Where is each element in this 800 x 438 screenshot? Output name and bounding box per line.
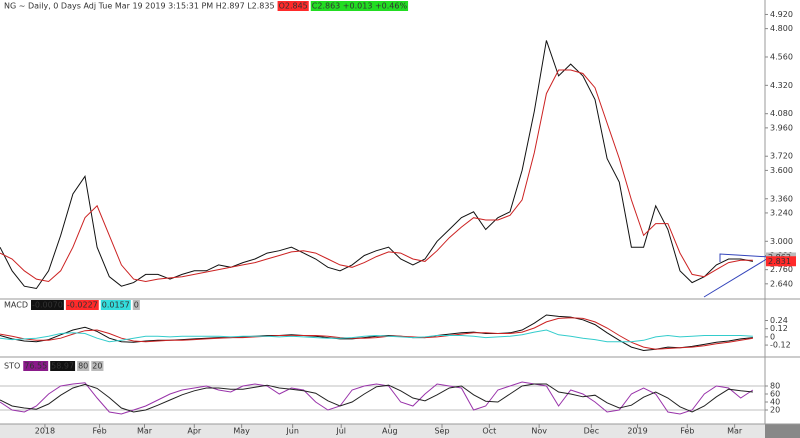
- header-label: 0: [134, 301, 139, 310]
- header-label: NG ~ Daily, 0 Days Adj Tue Mar 19 2019 3…: [4, 2, 275, 11]
- x-tick-label: Dec: [584, 427, 599, 436]
- last-value-box: [766, 256, 796, 267]
- y-tick-label: 4.560: [770, 52, 793, 61]
- series-line: [0, 381, 754, 415]
- header-box: [3, 361, 22, 371]
- header-label: 20: [92, 362, 102, 371]
- header-label: -0.0227: [67, 301, 98, 310]
- header-box: [277, 1, 309, 11]
- y-tick-label: 4.320: [770, 81, 793, 90]
- y-tick-label: -0.12: [770, 341, 791, 350]
- y-tick-label: 40: [770, 398, 780, 407]
- x-tick-label: Jul: [335, 427, 346, 436]
- y-tick-label: 4.080: [770, 109, 793, 118]
- y-tick-label: 3.600: [770, 166, 793, 175]
- y-tick-label: 4.800: [770, 24, 793, 33]
- y-tick-label: 60: [770, 390, 780, 399]
- header-box: [91, 361, 104, 371]
- header-box: [23, 361, 49, 371]
- header-label: -0.0070: [32, 301, 63, 310]
- trend-lines: [703, 253, 772, 298]
- y-tick-label: 20: [770, 406, 780, 415]
- x-axis-band: [0, 424, 800, 438]
- series-line: [0, 314, 753, 352]
- x-tick-label: 2018: [35, 427, 55, 436]
- y-tick-label: 2.760: [770, 265, 793, 274]
- y-tick-label: 3.960: [770, 123, 793, 132]
- y-tick-label: 0: [770, 332, 775, 341]
- header-label: 76.55: [24, 362, 47, 371]
- header-box: [65, 300, 99, 310]
- header-label: STO: [4, 362, 20, 371]
- series-line: [0, 69, 753, 283]
- header-box: [50, 361, 76, 371]
- series-line: [0, 383, 753, 413]
- series-line: [0, 329, 753, 343]
- y-tick-label: 3.720: [770, 152, 793, 161]
- header-label: MACD: [4, 301, 28, 310]
- header-label: C2.863 +0.013 +0.46%: [312, 2, 408, 11]
- header-box: [3, 1, 276, 11]
- header-label: 80: [78, 362, 88, 371]
- x-tick-label: Sep: [434, 427, 449, 436]
- header-box: [3, 300, 29, 310]
- y-tick-label: 2.640: [770, 279, 793, 288]
- x-tick-label: Nov: [531, 427, 547, 436]
- x-tick-label: Aug: [382, 427, 398, 436]
- x-tick-label: Apr: [187, 427, 202, 436]
- last-value-label: 2.831: [768, 257, 791, 266]
- y-tick-label: 3.360: [770, 194, 793, 203]
- header-box: [100, 300, 131, 310]
- header-label: O2.845: [279, 2, 308, 11]
- x-tick-label: 2019: [627, 427, 647, 436]
- y-tick-label: 0.12: [770, 324, 788, 333]
- header-box: [132, 300, 140, 310]
- y-tick-label: 3.000: [770, 237, 793, 246]
- header-label: 0.0157: [102, 301, 130, 310]
- x-tick-label: Jun: [285, 427, 299, 436]
- x-tick-label: Mar: [137, 427, 153, 436]
- x-tick-label: Mar: [727, 427, 743, 436]
- header-label: 58.97: [51, 362, 74, 371]
- x-tick-label: May: [233, 427, 250, 436]
- series-line: [0, 40, 753, 290]
- y-tick-label: 3.240: [770, 208, 793, 217]
- x-tick-label: Feb: [680, 427, 694, 436]
- header-box: [30, 300, 64, 310]
- y-tick-label: 80: [770, 382, 780, 391]
- y-tick-label: 4.920: [770, 10, 793, 19]
- x-tick-label: Oct: [482, 427, 496, 436]
- y-tick-label: 0.24: [770, 316, 788, 325]
- corner: [765, 424, 800, 438]
- header-box: [310, 1, 409, 11]
- header-box: [77, 361, 90, 371]
- x-tick-label: Feb: [92, 427, 106, 436]
